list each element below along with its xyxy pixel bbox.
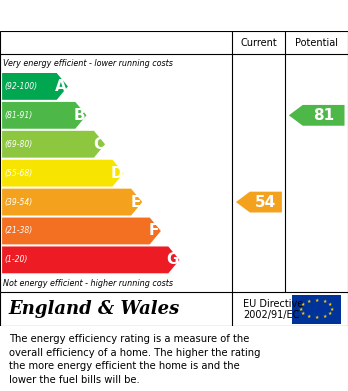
Polygon shape — [2, 73, 68, 100]
Text: (81-91): (81-91) — [4, 111, 32, 120]
Text: EU Directive: EU Directive — [243, 299, 303, 309]
Text: ★: ★ — [299, 307, 303, 312]
Text: D: D — [111, 166, 123, 181]
Text: ★: ★ — [307, 299, 311, 304]
Text: 81: 81 — [313, 108, 334, 123]
Polygon shape — [2, 102, 86, 129]
Text: A: A — [55, 79, 67, 94]
Text: ★: ★ — [322, 299, 327, 304]
Polygon shape — [236, 192, 282, 212]
Text: ★: ★ — [315, 316, 319, 321]
Polygon shape — [2, 188, 142, 215]
Text: (69-80): (69-80) — [4, 140, 32, 149]
Bar — [292, 295, 341, 324]
Text: E: E — [130, 195, 141, 210]
Text: (39-54): (39-54) — [4, 197, 32, 206]
Text: Current: Current — [240, 38, 277, 48]
Polygon shape — [2, 131, 105, 158]
Text: C: C — [93, 137, 104, 152]
Polygon shape — [2, 160, 124, 187]
Text: Very energy efficient - lower running costs: Very energy efficient - lower running co… — [3, 59, 173, 68]
Text: F: F — [149, 224, 159, 239]
Text: ★: ★ — [301, 311, 305, 316]
Text: (92-100): (92-100) — [4, 82, 37, 91]
Polygon shape — [2, 246, 180, 273]
Text: ★: ★ — [315, 298, 319, 303]
Text: England & Wales: England & Wales — [9, 300, 180, 318]
Text: The energy efficiency rating is a measure of the
overall efficiency of a home. T: The energy efficiency rating is a measur… — [9, 334, 260, 385]
Polygon shape — [289, 105, 345, 126]
Text: Energy Efficiency Rating: Energy Efficiency Rating — [10, 8, 232, 23]
Text: ★: ★ — [328, 311, 332, 316]
Text: (55-68): (55-68) — [4, 169, 32, 178]
Text: ★: ★ — [328, 303, 332, 307]
Text: ★: ★ — [301, 303, 305, 307]
Text: (1-20): (1-20) — [4, 255, 27, 264]
Text: Potential: Potential — [295, 38, 338, 48]
Text: B: B — [74, 108, 86, 123]
Text: ★: ★ — [307, 314, 311, 319]
Text: Not energy efficient - higher running costs: Not energy efficient - higher running co… — [3, 279, 174, 288]
Text: ★: ★ — [322, 314, 327, 319]
Polygon shape — [2, 217, 161, 244]
Text: (21-38): (21-38) — [4, 226, 32, 235]
Text: ★: ★ — [330, 307, 334, 312]
Text: 54: 54 — [255, 195, 277, 210]
Text: G: G — [167, 252, 179, 267]
Text: 2002/91/EC: 2002/91/EC — [243, 310, 299, 321]
